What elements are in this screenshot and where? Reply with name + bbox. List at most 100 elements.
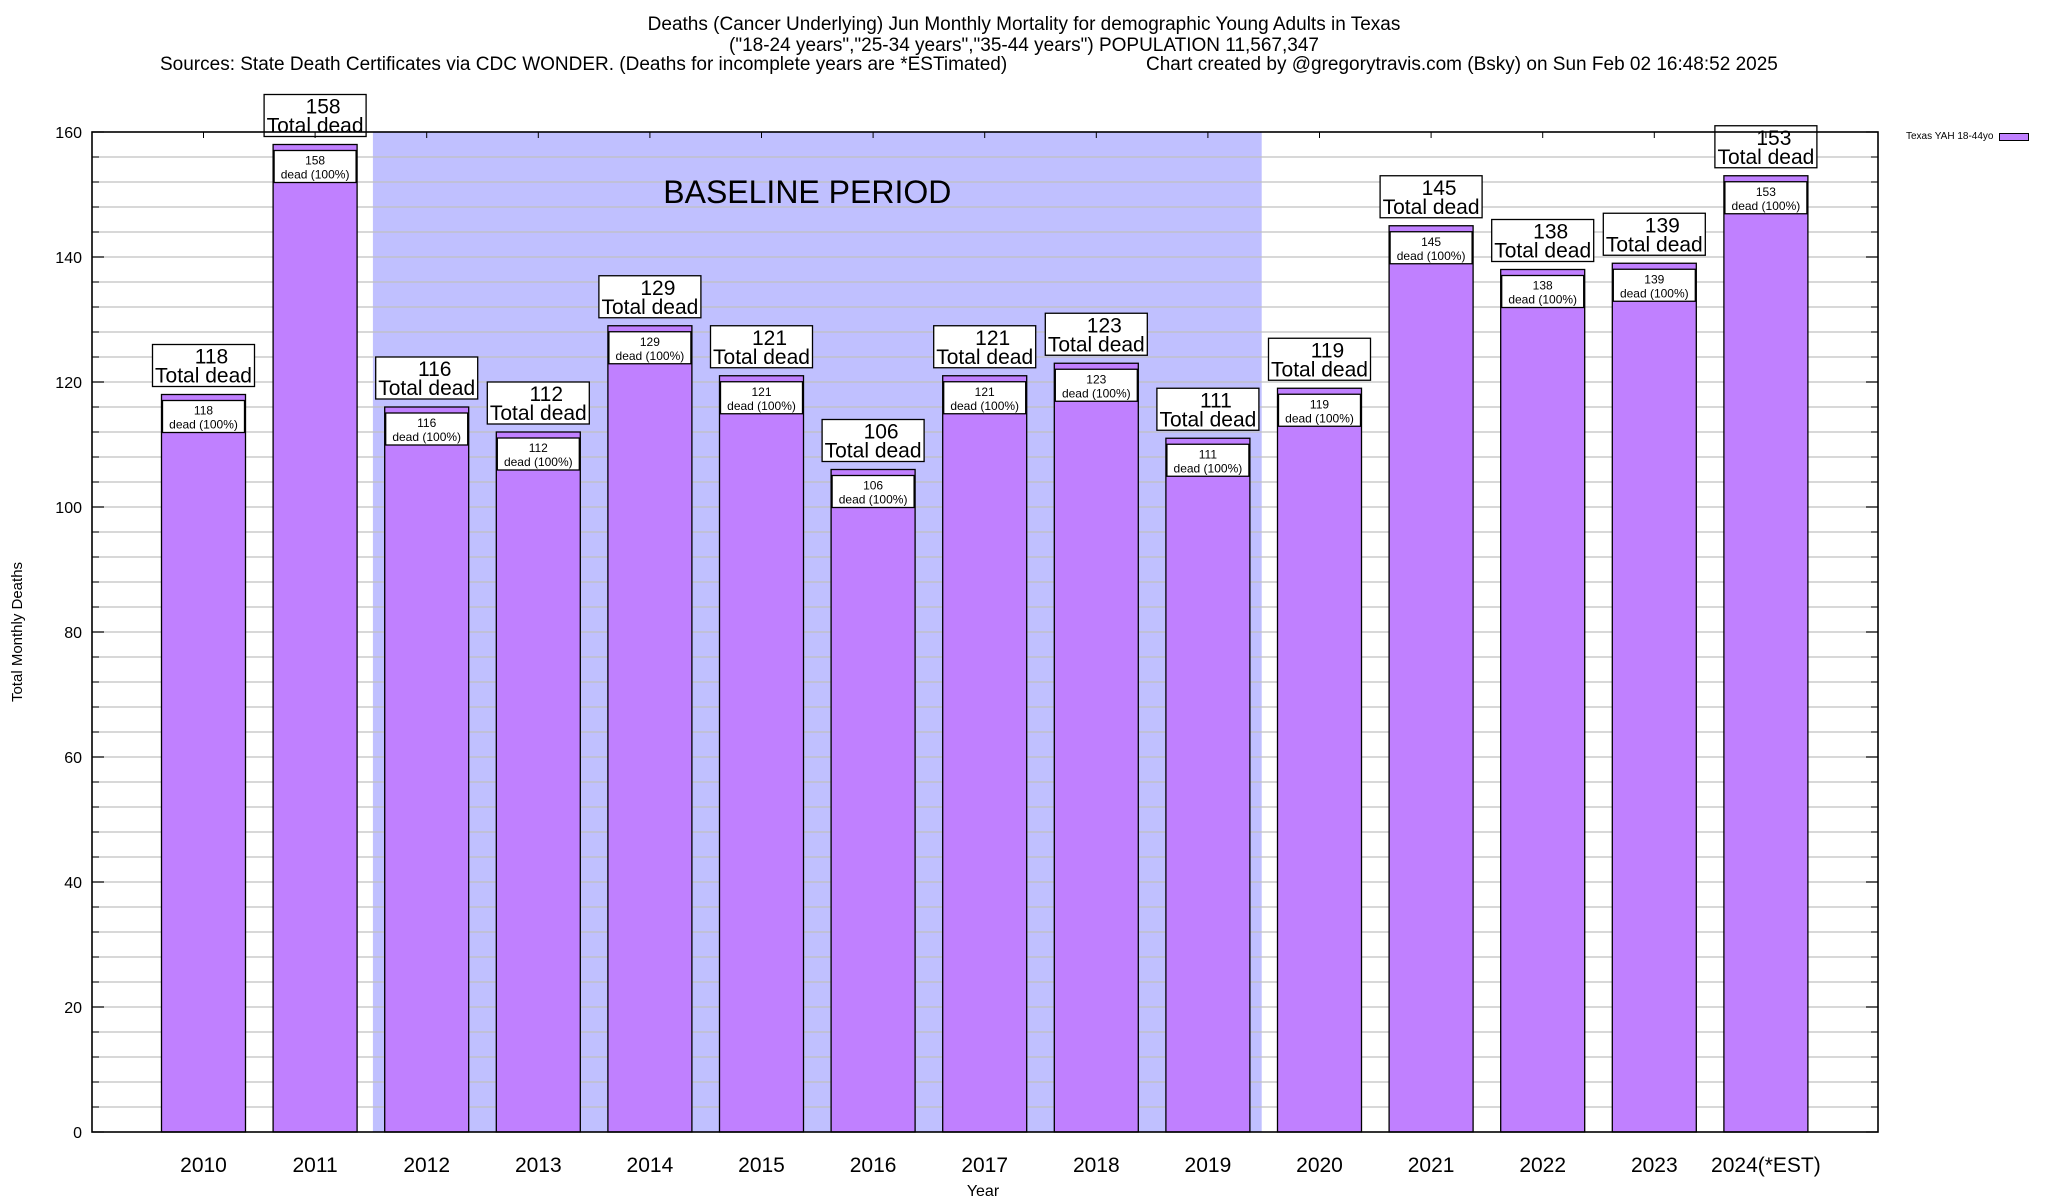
- top-total-dead-label: Total dead: [601, 296, 698, 319]
- chart-title: Deaths (Cancer Underlying) Jun Monthly M…: [647, 14, 1401, 35]
- bar-2017: [942, 375, 1028, 1133]
- top-label-box: [933, 325, 1037, 369]
- y-tick-label: 20: [64, 1000, 82, 1017]
- inner-dead-label: dead (100%): [169, 418, 238, 432]
- chart-sources: Sources: State Death Certificates via CD…: [160, 54, 1008, 75]
- inner-value-label: 123: [1086, 372, 1106, 386]
- bar-2010: [160, 393, 247, 1133]
- x-tick-label: 2022: [1519, 1154, 1566, 1177]
- x-tick-label: 2021: [1408, 1154, 1455, 1177]
- chart-title-block: Deaths (Cancer Underlying) Jun Monthly M…: [0, 14, 2048, 56]
- x-tick-label: 2019: [1185, 1154, 1232, 1177]
- inner-label-box: [1612, 268, 1696, 302]
- bar-2020: [1276, 387, 1363, 1133]
- top-value-label: 111: [1200, 389, 1232, 412]
- x-tick-label: 2018: [1073, 1154, 1120, 1177]
- inner-value-label: 116: [417, 416, 436, 430]
- bar-2018: [1053, 362, 1139, 1133]
- inner-label-box: [273, 149, 357, 184]
- inner-label-box: [1277, 393, 1362, 427]
- inner-dead-label: dead (100%): [1174, 461, 1243, 475]
- x-tick-label: 2010: [180, 1154, 227, 1177]
- top-label-box: [1156, 387, 1260, 431]
- top-total-dead-label: Total dead: [936, 346, 1033, 369]
- top-value-label: 138: [1533, 221, 1568, 244]
- bar-2014: [607, 325, 693, 1133]
- x-tick-label: 2011: [293, 1154, 338, 1177]
- top-value-label: 145: [1422, 177, 1457, 200]
- inner-dead-label: dead (100%): [504, 455, 573, 469]
- inner-dead-label: dead (100%): [839, 493, 908, 507]
- inner-label-box: [1501, 274, 1585, 309]
- inner-value-label: 118: [194, 404, 213, 418]
- inner-dead-label: dead (100%): [1285, 411, 1354, 425]
- inner-dead-label: dead (100%): [1397, 249, 1466, 263]
- inner-dead-label: dead (100%): [727, 399, 796, 413]
- inner-value-label: 153: [1756, 185, 1776, 199]
- top-total-dead-label: Total dead: [1494, 240, 1591, 263]
- x-tick-label: 2024(*EST): [1711, 1154, 1821, 1177]
- inner-value-label: 112: [529, 441, 548, 455]
- inner-label-box: [496, 437, 580, 471]
- top-label-box: [263, 93, 367, 138]
- y-tick-label: 100: [55, 500, 82, 517]
- top-label-box: [375, 356, 479, 400]
- x-tick-label: 2023: [1631, 1154, 1678, 1177]
- top-total-dead-label: Total dead: [378, 377, 475, 400]
- inner-label-box: [1166, 443, 1250, 477]
- inner-value-label: 138: [1533, 279, 1553, 293]
- top-label-box: [1379, 175, 1483, 219]
- inner-value-label: 145: [1421, 235, 1441, 249]
- bar-2022: [1500, 268, 1586, 1133]
- top-label-box: [151, 343, 256, 388]
- bar-2021: [1388, 225, 1474, 1133]
- top-label-box: [709, 325, 814, 369]
- x-tick-label: 2014: [627, 1154, 674, 1177]
- top-label-box: [821, 418, 925, 463]
- inner-label-box: [1389, 231, 1473, 265]
- y-tick-label: 140: [55, 250, 82, 267]
- inner-label-box: [943, 381, 1027, 415]
- bar-2016: [830, 468, 916, 1133]
- x-tick-label: 2017: [961, 1154, 1008, 1177]
- legend: Texas YAH 18-44yo: [1906, 131, 2030, 142]
- y-tick-label: 80: [64, 625, 82, 642]
- top-total-dead-label: Total dead: [490, 402, 587, 425]
- inner-label-box: [1724, 181, 1808, 215]
- inner-value-label: 139: [1644, 272, 1664, 286]
- inner-dead-label: dead (100%): [950, 399, 1019, 413]
- inner-value-label: 111: [1199, 447, 1218, 461]
- inner-dead-label: dead (100%): [1508, 293, 1577, 307]
- inner-dead-label: dead (100%): [1732, 199, 1801, 213]
- bar-2023: [1611, 262, 1697, 1133]
- inner-dead-label: dead (100%): [392, 430, 461, 444]
- bar-2011: [272, 143, 358, 1133]
- inner-value-label: 121: [751, 385, 771, 399]
- legend-label: Texas YAH 18-44yo: [1906, 131, 1994, 142]
- top-value-label: 123: [1087, 314, 1122, 337]
- top-total-dead-label: Total dead: [1048, 333, 1145, 356]
- inner-dead-label: dead (100%): [1062, 386, 1131, 400]
- inner-label-box: [719, 381, 804, 415]
- inner-dead-label: dead (100%): [281, 168, 350, 182]
- top-label-box: [1602, 212, 1706, 256]
- bar-2015: [718, 375, 805, 1133]
- x-tick-label: 2020: [1296, 1154, 1343, 1177]
- y-tick-label: 160: [55, 125, 82, 142]
- inner-value-label: 119: [1310, 397, 1329, 411]
- top-total-dead-label: Total dead: [1717, 146, 1814, 169]
- baseline-period-label: BASELINE PERIOD: [663, 174, 951, 210]
- y-tick-label: 40: [64, 875, 82, 892]
- inner-label-box: [1054, 368, 1138, 402]
- top-label-box: [1491, 218, 1595, 263]
- top-total-dead-label: Total dead: [155, 365, 252, 388]
- top-value-label: 119: [1311, 339, 1344, 362]
- x-axis-label: Year: [967, 1183, 1000, 1200]
- x-tick-label: 2013: [515, 1154, 562, 1177]
- top-total-dead-label: Total dead: [1271, 358, 1368, 381]
- top-total-dead-label: Total dead: [1159, 408, 1256, 431]
- top-value-label: 106: [864, 421, 899, 444]
- inner-dead-label: dead (100%): [1620, 286, 1689, 300]
- top-value-label: 121: [975, 327, 1010, 350]
